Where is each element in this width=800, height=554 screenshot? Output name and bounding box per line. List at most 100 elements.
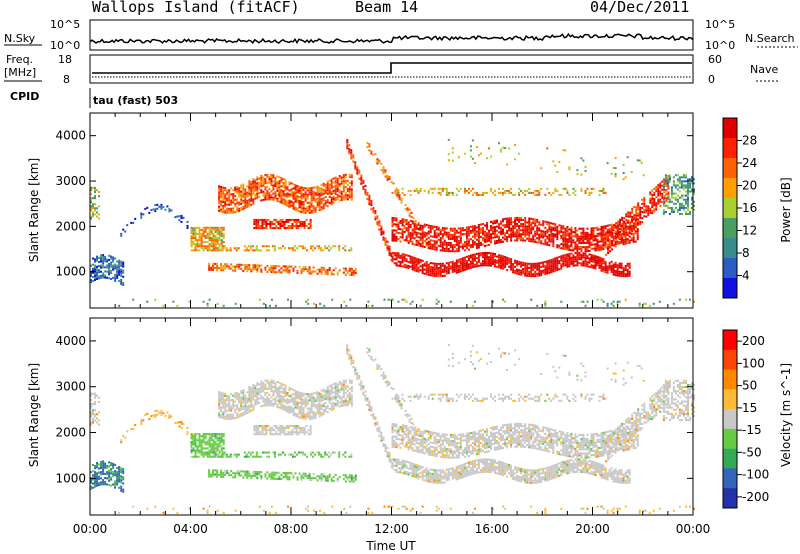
- power-cell: [378, 224, 381, 227]
- power-cell: [312, 249, 315, 252]
- velocity-cell: [322, 455, 325, 458]
- power-cell: [276, 189, 279, 192]
- power-cell: [649, 211, 652, 214]
- power-cell: [152, 208, 155, 211]
- power-cell: [556, 236, 559, 239]
- velocity-cell: [192, 449, 195, 452]
- power-cell: [520, 261, 523, 264]
- power-cell: [576, 260, 579, 263]
- power-cell: [620, 239, 623, 242]
- velocity-cell: [270, 387, 273, 390]
- power-cell: [653, 191, 656, 194]
- power-cell: [457, 266, 460, 269]
- power-cell: [600, 234, 603, 237]
- velocity-cell: [108, 479, 111, 482]
- velocity-cell: [116, 471, 119, 474]
- power-cell: [580, 173, 583, 176]
- power-cell: [364, 188, 367, 191]
- velocity-cell: [192, 455, 195, 458]
- power-cell: [477, 228, 480, 231]
- power-cell: [548, 267, 551, 270]
- power-cell: [624, 298, 627, 301]
- power-cell: [506, 240, 509, 243]
- power-cell: [242, 183, 245, 186]
- power-cell: [346, 269, 349, 272]
- power-cell: [449, 246, 452, 249]
- power-cell: [332, 197, 335, 200]
- power-cell: [350, 155, 353, 158]
- power-cell: [208, 245, 211, 248]
- power-cell: [288, 203, 291, 206]
- velocity-cell: [266, 402, 269, 405]
- power-cell: [550, 228, 553, 231]
- power-cell: [274, 176, 277, 179]
- power-cell: [230, 199, 233, 202]
- power-cell: [435, 246, 438, 249]
- velocity-cell: [256, 477, 259, 480]
- power-cell: [284, 185, 287, 188]
- velocity-cell: [250, 387, 253, 390]
- velocity-cell: [225, 453, 228, 456]
- velocity-cell: [226, 405, 229, 408]
- power-cell: [524, 229, 527, 232]
- power-cell: [627, 233, 630, 236]
- power-cell: [662, 208, 665, 211]
- power-cell: [100, 258, 103, 261]
- velocity-cell: [154, 416, 157, 419]
- power-cell: [222, 196, 225, 199]
- velocity-cell: [190, 451, 193, 454]
- power-cell: [520, 269, 523, 272]
- power-cell: [653, 204, 656, 207]
- power-cell: [256, 186, 259, 189]
- power-cell: [259, 249, 262, 252]
- power-cell: [208, 232, 211, 235]
- velocity-cell: [222, 439, 225, 442]
- power-cell: [304, 193, 307, 196]
- power-cell: [640, 161, 643, 164]
- power-cell: [465, 264, 468, 267]
- power-cell: [324, 187, 327, 190]
- velocity-cell: [202, 439, 205, 442]
- velocity-cell: [222, 433, 225, 436]
- power-cell: [230, 201, 233, 204]
- power-cell: [624, 236, 627, 239]
- power-cell: [628, 266, 631, 269]
- power-cell: [629, 228, 632, 231]
- power-cell: [502, 232, 505, 235]
- power-cell: [576, 243, 579, 246]
- power-cell: [626, 240, 629, 243]
- nsky-frame: [89, 19, 694, 51]
- power-cell: [522, 233, 525, 236]
- power-cell: [538, 268, 541, 271]
- power-cell: [546, 266, 549, 269]
- power-cell: [350, 190, 353, 193]
- velocity-cell: [298, 451, 301, 454]
- velocity-cell: [218, 451, 221, 454]
- power-cell: [122, 261, 125, 264]
- power-cell: [582, 235, 585, 238]
- power-cell: [98, 195, 101, 198]
- power-cell: [498, 231, 501, 234]
- power-cell: [682, 186, 685, 189]
- power-cell: [465, 238, 468, 241]
- power-cell: [473, 235, 476, 238]
- power-cell: [602, 268, 605, 271]
- power-cell: [154, 210, 157, 213]
- power-cell: [301, 220, 304, 223]
- power-cell: [536, 189, 539, 192]
- power-cell: [479, 152, 482, 155]
- power-cell: [371, 304, 374, 307]
- power-cell: [637, 206, 640, 209]
- power-cell: [336, 183, 339, 186]
- velocity-cell: [198, 437, 201, 440]
- power-cell: [154, 208, 157, 211]
- velocity-cell: [274, 477, 277, 480]
- power-cell: [578, 239, 581, 242]
- velocity-cell: [208, 435, 211, 438]
- power-cell: [310, 191, 313, 194]
- power-cell: [550, 230, 553, 233]
- power-cell: [405, 258, 408, 261]
- power-cell: [576, 264, 579, 267]
- power-cell: [318, 194, 321, 197]
- power-cell: [570, 226, 573, 229]
